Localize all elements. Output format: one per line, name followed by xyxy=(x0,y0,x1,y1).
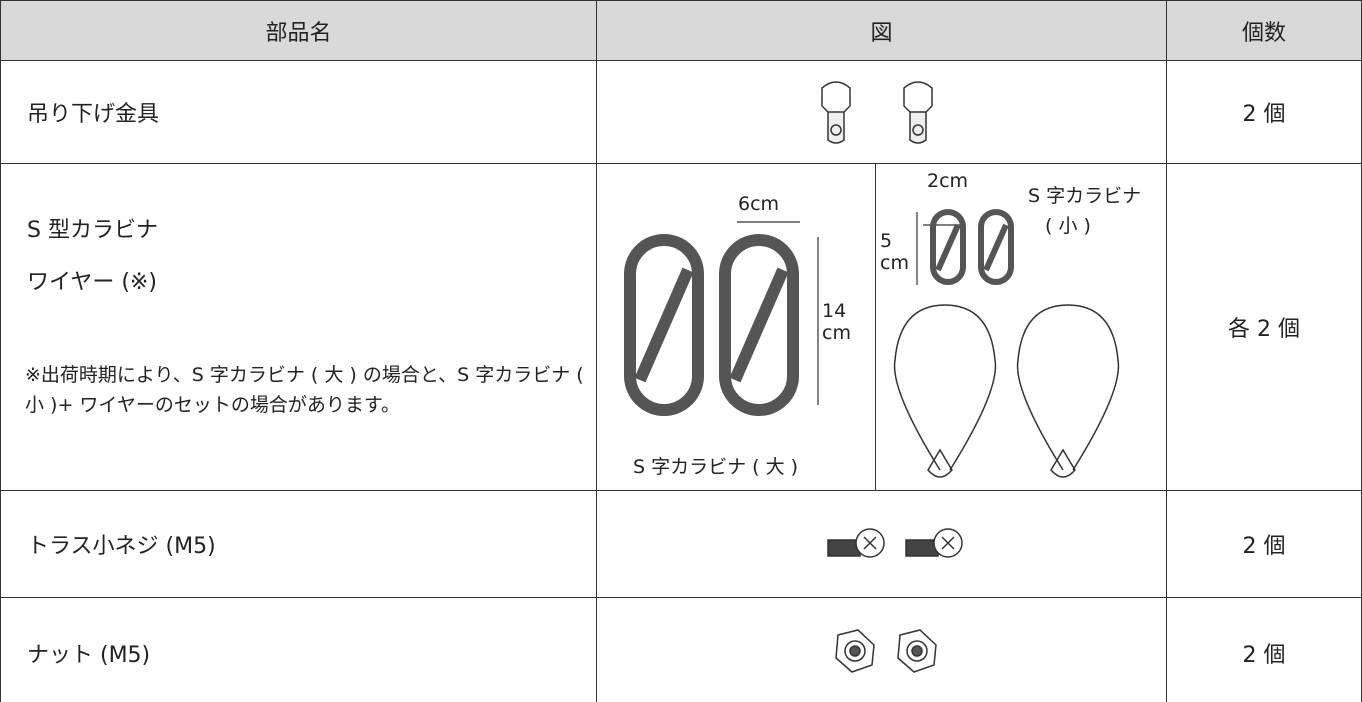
dimension-label: cm xyxy=(822,322,851,344)
hanger xyxy=(903,81,933,144)
figure-cell xyxy=(597,61,1167,164)
screw xyxy=(905,528,963,558)
part-name: ナット (M5) xyxy=(0,598,597,702)
header-cell: 個数 xyxy=(1167,0,1362,61)
dimension-label: 6cm xyxy=(738,193,780,215)
dimension-label: 5 xyxy=(880,230,893,252)
carabiner-small xyxy=(978,209,1014,285)
figure-cell xyxy=(597,598,1167,702)
wire xyxy=(1016,304,1120,478)
carabiner-large xyxy=(719,234,799,416)
dimension-label: cm xyxy=(880,252,909,274)
dimension-label: 2cm xyxy=(927,170,969,192)
part-name-cell: S 型カラビナ ワイヤー (※) ※出荷時期により、S 字カラビナ ( 大 ) … xyxy=(0,164,597,491)
header-cell: 図 xyxy=(597,0,1167,61)
note: ※出荷時期により、S 字カラビナ ( 大 ) の場合と、S 字カラビナ ( 小 … xyxy=(25,364,584,416)
figure-caption: S 字カラビナ xyxy=(1028,185,1142,207)
carabiner-small xyxy=(930,209,966,285)
wire xyxy=(893,304,997,478)
figure-cell xyxy=(597,164,876,491)
dimension-label: 14 xyxy=(822,300,847,322)
figure-caption: S 字カラビナ ( 大 ) xyxy=(633,456,799,478)
part-name: トラス小ネジ (M5) xyxy=(0,491,597,598)
part-name: S 型カラビナ xyxy=(27,218,158,243)
nut xyxy=(897,629,937,673)
header-cell: 部品名 xyxy=(0,0,597,61)
part-name: ワイヤー (※) xyxy=(27,270,157,295)
figure-cell xyxy=(876,164,1167,491)
hanger xyxy=(821,81,851,144)
screw xyxy=(827,528,885,558)
part-name: 吊り下げ金具 xyxy=(0,61,597,164)
dimension xyxy=(737,212,963,405)
figure-caption: ( 小 ) xyxy=(1045,215,1091,237)
figure-cell xyxy=(597,491,1167,598)
nut xyxy=(835,629,875,673)
carabiner-large xyxy=(624,234,704,416)
